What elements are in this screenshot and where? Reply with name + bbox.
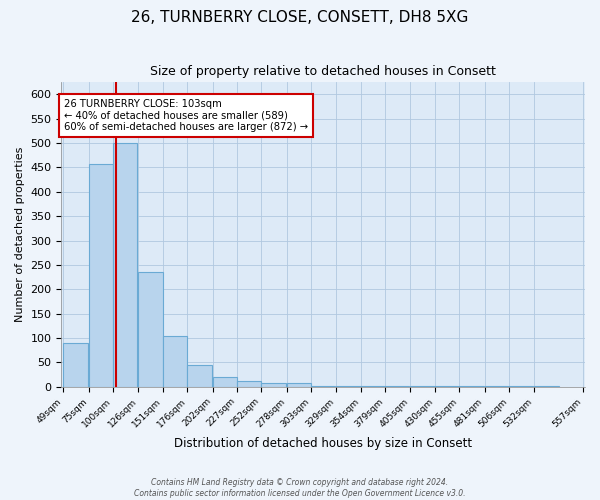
Text: Contains HM Land Registry data © Crown copyright and database right 2024.
Contai: Contains HM Land Registry data © Crown c… <box>134 478 466 498</box>
Bar <box>287 383 311 387</box>
Title: Size of property relative to detached houses in Consett: Size of property relative to detached ho… <box>150 65 496 78</box>
Bar <box>261 383 286 387</box>
Bar <box>113 143 137 387</box>
Bar <box>64 343 88 387</box>
Bar <box>187 365 212 387</box>
Bar <box>212 377 237 387</box>
Text: 26, TURNBERRY CLOSE, CONSETT, DH8 5XG: 26, TURNBERRY CLOSE, CONSETT, DH8 5XG <box>131 10 469 25</box>
Y-axis label: Number of detached properties: Number of detached properties <box>15 146 25 322</box>
Bar <box>139 272 163 387</box>
Bar <box>237 381 261 387</box>
X-axis label: Distribution of detached houses by size in Consett: Distribution of detached houses by size … <box>174 437 472 450</box>
Text: 26 TURNBERRY CLOSE: 103sqm
← 40% of detached houses are smaller (589)
60% of sem: 26 TURNBERRY CLOSE: 103sqm ← 40% of deta… <box>64 99 308 132</box>
Bar <box>89 164 113 387</box>
Bar <box>534 386 559 387</box>
Bar <box>163 336 187 387</box>
